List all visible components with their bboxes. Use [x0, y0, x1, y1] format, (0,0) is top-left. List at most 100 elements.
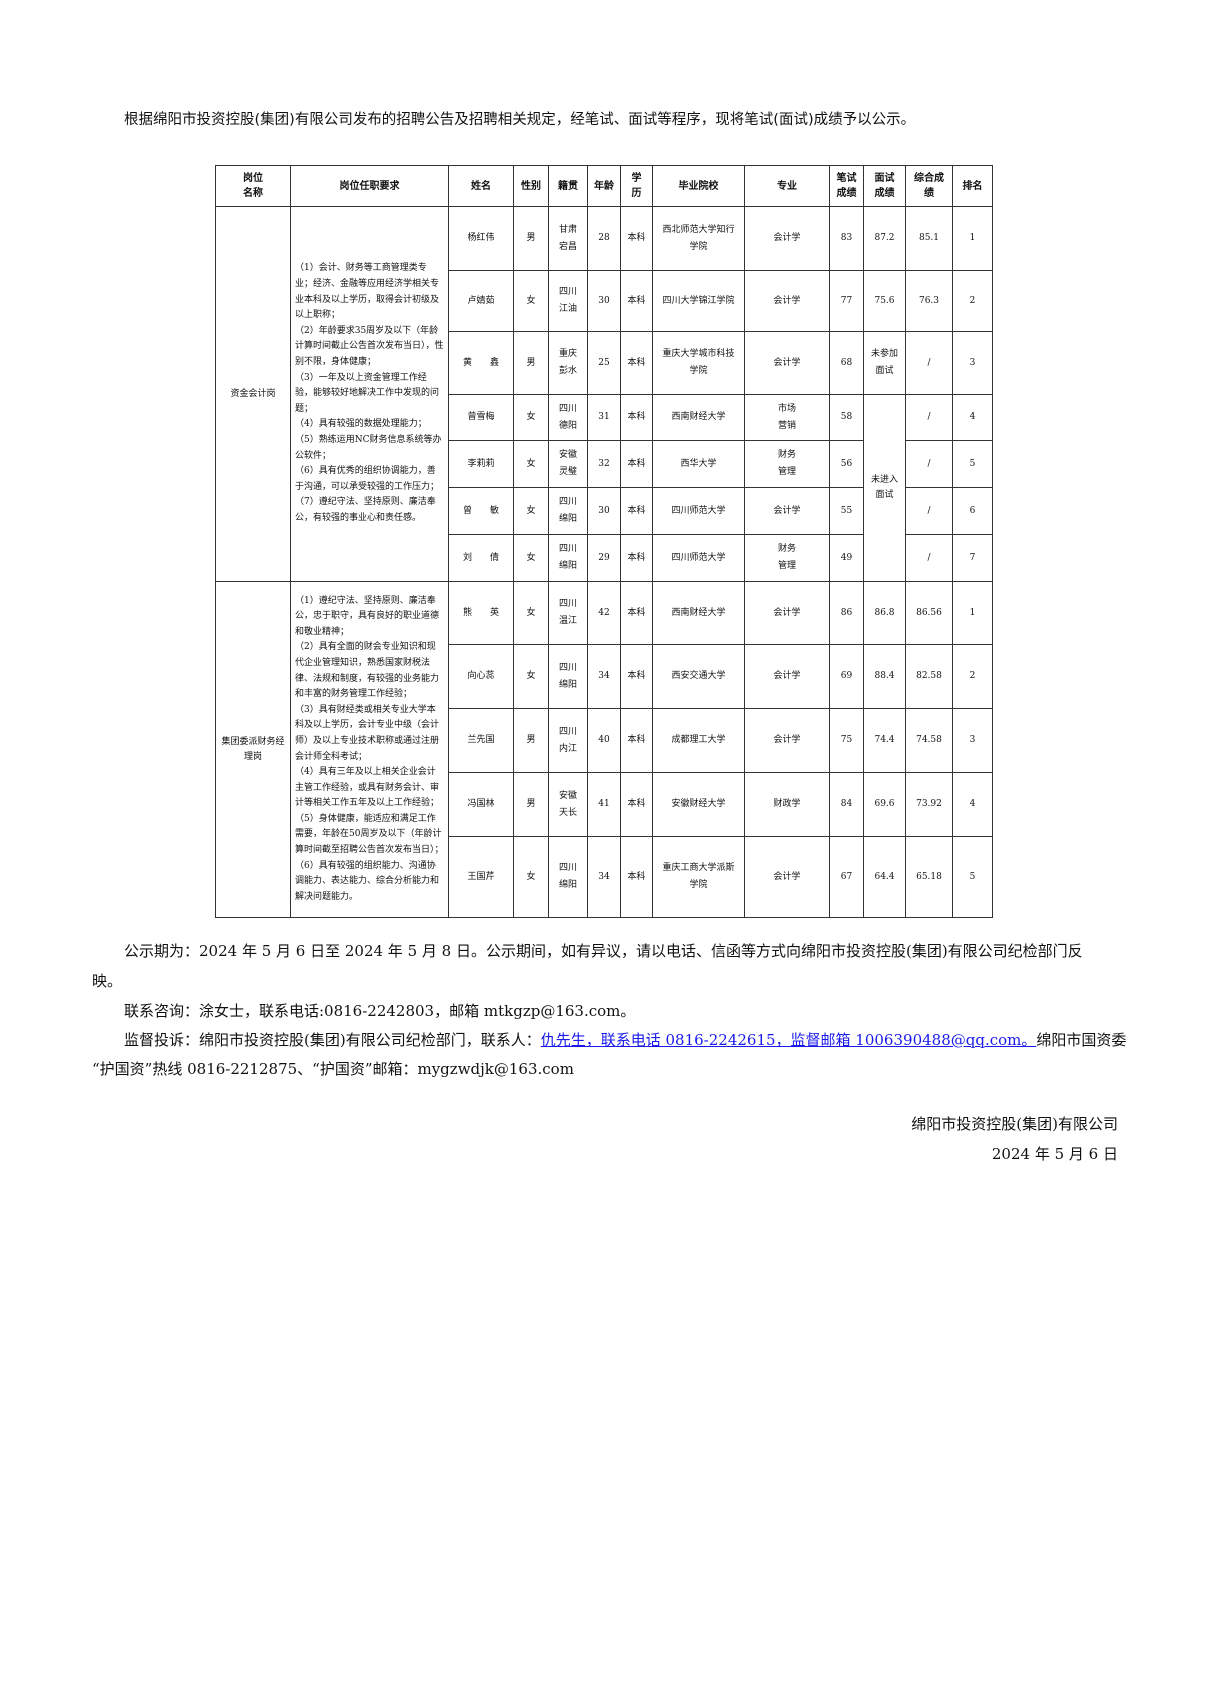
cell-total: 82.58 — [905, 644, 953, 709]
cell-written: 67 — [829, 836, 864, 918]
cell-rank: 5 — [952, 440, 993, 488]
intro-text: 根据绵阳市投资控股(集团)有限公司发布的招聘公告及招聘相关规定，经笔试、面试等程… — [124, 112, 916, 128]
cell-school: 安徽财经大学 — [652, 772, 745, 837]
column-header: 籍贯 — [548, 165, 588, 207]
cell-edu: 本科 — [620, 394, 653, 441]
column-header: 学 历 — [620, 165, 653, 207]
cell-origin: 四川 绵阳 — [548, 644, 588, 709]
cell-major: 市场 营销 — [744, 394, 830, 441]
cell-total: 65.18 — [905, 836, 953, 918]
requirement-item: （2）年龄要求35周岁及以下（年龄计算时间截止公告首次发布当日），性别不限，身体… — [295, 325, 444, 368]
column-header: 性别 — [513, 165, 549, 207]
cell-school: 西安交通大学 — [652, 644, 745, 709]
signature: 绵阳市投资控股(集团)有限公司 — [911, 1115, 1118, 1133]
cell-major: 会计学 — [744, 644, 830, 709]
cell-total: 76.3 — [905, 270, 953, 332]
cell-rank: 4 — [952, 394, 993, 441]
cell-written: 56 — [829, 440, 864, 488]
cell-written: 68 — [829, 331, 864, 395]
table-row: 卢婧茹女四川 江油 30 本科 四川大学锦江学院 会计学 77 75.6 76.3 2 — [216, 270, 993, 332]
cell-age: 40 — [587, 708, 621, 773]
contact-line: 联系咨询：涂女士，联系电话:0816-2242803，邮箱 mtkgzp@163… — [124, 1002, 636, 1020]
cell-rank: 3 — [952, 708, 993, 773]
cell-written: 49 — [829, 534, 864, 582]
cell-written: 77 — [829, 270, 864, 332]
cell-name: 黄 鑫 — [448, 331, 514, 395]
table-row: 黄 鑫男重庆 彭水 25 本科 重庆大学城市科技 学院 会计学 68 未参加 面试/3 — [216, 331, 993, 395]
cell-written: 75 — [829, 708, 864, 773]
cell-major: 会计学 — [744, 487, 830, 535]
requirement-item: （1）会计、财务等工商管理类专业；经济、金融等应用经济学相关专业本科及以上学历，… — [295, 263, 440, 321]
cell-gender: 女 — [513, 270, 549, 332]
cell-interview: 88.4 — [863, 644, 906, 709]
cell-name: 冯国林 — [448, 772, 514, 837]
requirement-item: （4）具有三年及以上相关企业会计主管工作经验，或具有财务会计、审计等相关工作五年… — [295, 767, 440, 809]
cell-edu: 本科 — [620, 534, 653, 582]
cell-rank: 6 — [952, 487, 993, 535]
cell-interview: 74.4 — [863, 708, 906, 773]
cell-rank: 3 — [952, 331, 993, 395]
cell-written: 55 — [829, 487, 864, 535]
cell-major: 财务 管理 — [744, 534, 830, 582]
table-row: 资金会计岗 （1）会计、财务等工商管理类专业；经济、金融等应用经济学相关专业本科及… — [215, 206, 993, 582]
cell-age: 34 — [587, 836, 621, 918]
cell-edu: 本科 — [620, 331, 653, 395]
cell-name: 刘 倩 — [448, 534, 514, 582]
cell-age: 31 — [587, 394, 621, 441]
cell-origin: 四川 内江 — [548, 708, 588, 773]
supervise-prefix: 监督投诉：绵阳市投资控股(集团)有限公司纪检部门，联系人： — [124, 1031, 541, 1049]
cell-total: / — [905, 534, 953, 582]
column-header: 岗位任职要求 — [290, 165, 449, 207]
requirement-item: （6）具有优秀的组织协调能力，善于沟通，可以承受较强的工作压力； — [295, 466, 440, 492]
cell-origin: 安徽 天长 — [548, 772, 588, 837]
cell-origin: 四川 绵阳 — [548, 836, 588, 918]
cell-name: 王国芹 — [448, 836, 514, 918]
cell-total: 74.58 — [905, 708, 953, 773]
cell-interview: 86.8 — [863, 581, 906, 645]
cell-origin: 重庆 彭水 — [548, 331, 588, 395]
cell-edu: 本科 — [620, 440, 653, 488]
cell-school: 西南财经大学 — [652, 581, 745, 645]
cell-gender: 男 — [513, 206, 549, 271]
interview-merged-cell: 未进入 面试 — [863, 394, 906, 582]
cell-gender: 女 — [513, 394, 549, 441]
cell-total: 85.1 — [905, 206, 953, 271]
cell-school: 西华大学 — [652, 440, 745, 488]
column-header: 面试 成绩 — [863, 165, 906, 207]
cell-age: 41 — [587, 772, 621, 837]
position-requirements: （1）会计、财务等工商管理类专业；经济、金融等应用经济学相关专业本科及以上学历，… — [290, 206, 449, 582]
cell-school: 西北师范大学知行 学院 — [652, 206, 745, 271]
cell-school: 成都理工大学 — [652, 708, 745, 773]
cell-major: 财政学 — [744, 772, 830, 837]
cell-major: 会计学 — [744, 581, 830, 645]
cell-rank: 4 — [952, 772, 993, 837]
cell-edu: 本科 — [620, 708, 653, 773]
cell-age: 34 — [587, 644, 621, 709]
cell-total: / — [905, 331, 953, 395]
requirement-item: （4）具有较强的数据处理能力； — [295, 419, 427, 430]
cell-written: 58 — [829, 394, 864, 441]
cell-age: 29 — [587, 534, 621, 582]
table-row: 曾 敏女四川 绵阳 30 本科 四川师范大学 会计学 55 /6 — [216, 487, 993, 535]
cell-age: 32 — [587, 440, 621, 488]
cell-edu: 本科 — [620, 644, 653, 709]
table-row: 向心蕊女四川 绵阳 34 本科 西安交通大学 会计学 69 88.4 82.58 2 — [216, 644, 993, 709]
cell-total: / — [905, 440, 953, 488]
cell-interview: 87.2 — [863, 206, 906, 271]
requirement-item: （7）遵纪守法、坚持原则、廉洁奉公，有较强的事业心和责任感。 — [295, 497, 436, 523]
cell-total: 86.56 — [905, 581, 953, 645]
cell-gender: 女 — [513, 487, 549, 535]
position-name: 集团委派财务经理岗 — [215, 581, 291, 918]
cell-major: 会计学 — [744, 270, 830, 332]
cell-major: 会计学 — [744, 708, 830, 773]
cell-school: 四川师范大学 — [652, 487, 745, 535]
cell-edu: 本科 — [620, 836, 653, 918]
cell-gender: 女 — [513, 534, 549, 582]
requirement-item: （1）遵纪守法、坚持原则、廉洁奉公，忠于职守，具有良好的职业道德和敬业精神； — [295, 595, 440, 637]
cell-gender: 女 — [513, 644, 549, 709]
requirement-item: （3）一年及以上资金管理工作经验，能够较好地解决工作中发现的问题； — [295, 372, 440, 414]
table-row: 李莉莉女安徽 灵璧 32 本科 西华大学 财务 管理 56 /5 — [216, 440, 993, 488]
cell-total: 73.92 — [905, 772, 953, 837]
supervise-contact-link[interactable]: 仇先生，联系电话 0816-2242615，监督邮箱 1006390488@qq… — [540, 1031, 1037, 1049]
cell-name: 卢婧茹 — [448, 270, 514, 332]
